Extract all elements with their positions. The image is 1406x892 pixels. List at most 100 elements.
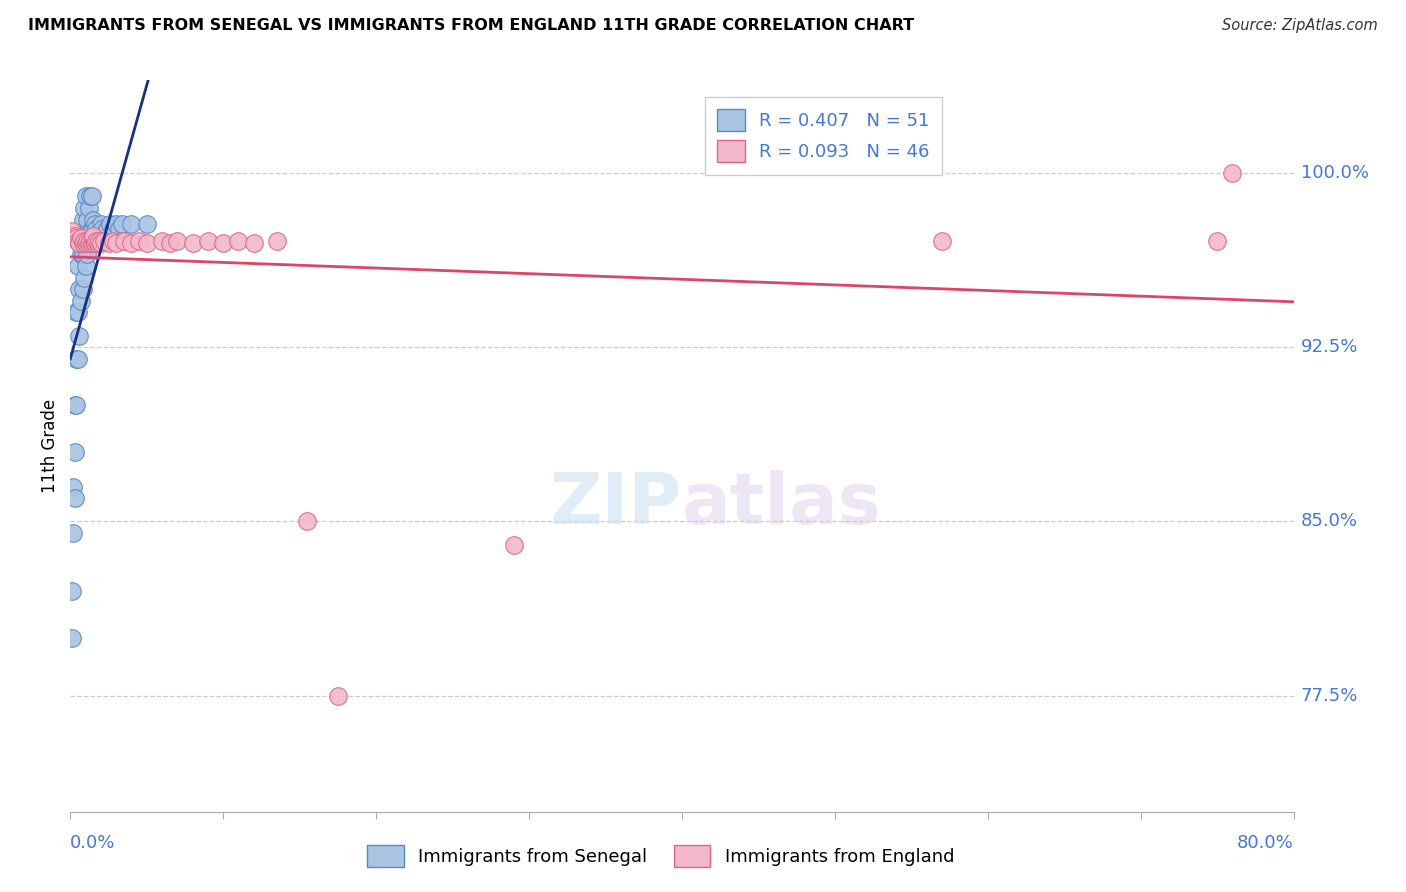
Point bbox=[121, 217, 143, 231]
Point bbox=[63, 398, 86, 412]
Point bbox=[111, 217, 134, 231]
Point bbox=[128, 234, 150, 248]
Point bbox=[243, 235, 266, 250]
Point bbox=[197, 234, 219, 248]
Point bbox=[502, 538, 524, 552]
Point bbox=[63, 228, 86, 243]
Point bbox=[66, 234, 89, 248]
Point bbox=[69, 328, 91, 343]
Point bbox=[931, 234, 953, 248]
Point bbox=[72, 212, 94, 227]
Text: atlas: atlas bbox=[682, 470, 882, 539]
Point bbox=[73, 201, 96, 215]
Legend: R = 0.407   N = 51, R = 0.093   N = 46: R = 0.407 N = 51, R = 0.093 N = 46 bbox=[704, 96, 942, 175]
Point bbox=[166, 234, 188, 248]
Point bbox=[76, 212, 98, 227]
Point bbox=[62, 231, 84, 245]
Point bbox=[82, 212, 104, 227]
Point bbox=[87, 227, 110, 241]
Point bbox=[80, 189, 103, 203]
Text: 80.0%: 80.0% bbox=[1237, 834, 1294, 852]
Point bbox=[75, 224, 97, 238]
Point bbox=[1220, 166, 1243, 180]
Point bbox=[79, 224, 101, 238]
Point bbox=[62, 480, 84, 494]
Text: Source: ZipAtlas.com: Source: ZipAtlas.com bbox=[1222, 18, 1378, 33]
Point bbox=[297, 515, 319, 529]
Point bbox=[82, 234, 104, 248]
Point bbox=[212, 235, 235, 250]
Point bbox=[66, 351, 89, 366]
Point bbox=[77, 235, 100, 250]
Point bbox=[65, 231, 87, 245]
Point bbox=[101, 234, 124, 248]
Point bbox=[89, 234, 111, 248]
Point bbox=[80, 224, 103, 238]
Text: ZIP: ZIP bbox=[550, 470, 682, 539]
Point bbox=[91, 222, 114, 236]
Point bbox=[105, 217, 128, 231]
Text: IMMIGRANTS FROM SENEGAL VS IMMIGRANTS FROM ENGLAND 11TH GRADE CORRELATION CHART: IMMIGRANTS FROM SENEGAL VS IMMIGRANTS FR… bbox=[28, 18, 914, 33]
Point bbox=[72, 247, 94, 261]
Legend: Immigrants from Senegal, Immigrants from England: Immigrants from Senegal, Immigrants from… bbox=[360, 838, 962, 874]
Point bbox=[75, 235, 97, 250]
Point bbox=[82, 228, 104, 243]
Point bbox=[66, 259, 89, 273]
Point bbox=[63, 445, 86, 459]
Point bbox=[101, 222, 124, 236]
Point bbox=[73, 270, 96, 285]
Point bbox=[93, 234, 115, 248]
Point bbox=[1206, 234, 1229, 248]
Point bbox=[79, 234, 101, 248]
Point bbox=[159, 235, 181, 250]
Point bbox=[135, 235, 157, 250]
Point bbox=[90, 235, 112, 250]
Point bbox=[72, 235, 94, 250]
Point bbox=[69, 282, 91, 296]
Point bbox=[80, 235, 103, 250]
Point bbox=[87, 235, 110, 250]
Point bbox=[84, 234, 107, 248]
Text: 85.0%: 85.0% bbox=[1301, 513, 1358, 531]
Point bbox=[63, 491, 86, 506]
Point bbox=[73, 235, 96, 250]
Point bbox=[112, 234, 135, 248]
Point bbox=[83, 217, 105, 231]
Point bbox=[76, 234, 98, 248]
Point bbox=[84, 222, 107, 236]
Point bbox=[96, 222, 118, 236]
Point bbox=[181, 235, 204, 250]
Point bbox=[75, 259, 97, 273]
Point bbox=[97, 235, 120, 250]
Point bbox=[60, 631, 83, 645]
Point bbox=[65, 305, 87, 319]
Point bbox=[66, 305, 89, 319]
Point bbox=[75, 189, 97, 203]
Point bbox=[69, 235, 91, 250]
Point bbox=[121, 235, 143, 250]
Y-axis label: 11th Grade: 11th Grade bbox=[41, 399, 59, 493]
Point bbox=[70, 293, 93, 308]
Point bbox=[83, 235, 105, 250]
Point bbox=[77, 201, 100, 215]
Point bbox=[98, 217, 121, 231]
Point bbox=[60, 584, 83, 599]
Point bbox=[228, 234, 250, 248]
Point bbox=[326, 689, 349, 703]
Point bbox=[70, 231, 93, 245]
Point bbox=[60, 228, 83, 243]
Point bbox=[135, 217, 157, 231]
Point bbox=[105, 235, 128, 250]
Text: 92.5%: 92.5% bbox=[1301, 338, 1358, 356]
Text: 77.5%: 77.5% bbox=[1301, 687, 1358, 705]
Point bbox=[69, 235, 91, 250]
Point bbox=[62, 526, 84, 541]
Point bbox=[70, 247, 93, 261]
Text: 100.0%: 100.0% bbox=[1301, 164, 1368, 182]
Point bbox=[76, 247, 98, 261]
Point bbox=[79, 189, 101, 203]
Point bbox=[108, 222, 131, 236]
Point bbox=[82, 231, 104, 245]
Point bbox=[90, 217, 112, 231]
Point bbox=[89, 231, 111, 245]
